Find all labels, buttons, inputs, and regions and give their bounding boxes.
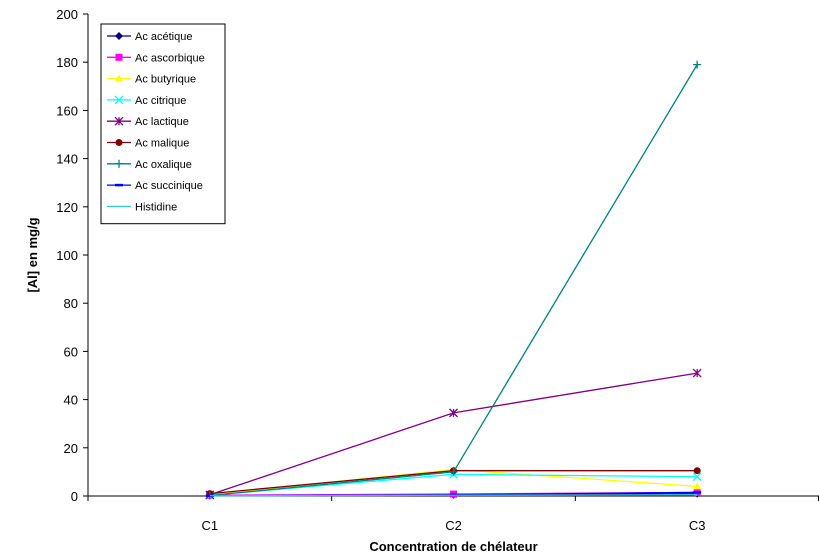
- legend-item: Ac malique: [107, 138, 189, 150]
- legend-item: Histidine: [107, 201, 177, 213]
- data-point-marker: [115, 139, 123, 146]
- y-tick-label: 20: [64, 441, 78, 456]
- y-tick-label: 60: [64, 344, 78, 359]
- data-point-marker: [449, 408, 458, 418]
- series-ac-oxalique: [205, 60, 702, 500]
- x-axis-title: Concentration de chélateur: [369, 539, 537, 554]
- y-axis: 0 20 40 60 80 100 120 140 160 180 200: [56, 7, 89, 504]
- y-tick-label: 140: [56, 152, 78, 167]
- x-tick-label: C3: [689, 518, 706, 533]
- legend-label: Ac citrique: [135, 95, 186, 107]
- y-axis-title: [Al] en mg/g: [25, 217, 40, 292]
- y-tick-label: 80: [64, 296, 78, 311]
- data-point-marker: [115, 32, 123, 40]
- data-point-marker: [115, 74, 123, 82]
- legend-label: Ac ascorbique: [135, 52, 205, 64]
- legend-label: Ac succinique: [135, 180, 203, 192]
- y-tick-label: 40: [64, 393, 78, 408]
- data-point-marker: [692, 472, 702, 482]
- data-point-marker: [692, 368, 702, 378]
- x-axis: C1 C2 C3: [87, 495, 819, 533]
- data-point-marker: [693, 60, 702, 69]
- y-tick-label: 200: [56, 7, 78, 22]
- series-histidine: [209, 494, 698, 497]
- y-tick-label: 180: [56, 55, 78, 70]
- y-tick-label: 0: [71, 489, 78, 504]
- legend-label: Ac oxalique: [135, 159, 192, 171]
- data-point-marker: [449, 467, 458, 476]
- legend-item: Ac butyrique: [107, 74, 196, 86]
- data-point-marker: [114, 116, 124, 126]
- x-tick-label: C2: [445, 518, 462, 533]
- data-point-marker: [693, 467, 701, 475]
- series-line: [209, 494, 698, 497]
- series-ac-lactique: [205, 368, 702, 500]
- legend-label: Ac acétique: [135, 31, 192, 43]
- y-tick-label: 160: [56, 103, 78, 118]
- legend-item: Ac citrique: [107, 95, 186, 107]
- legend-label: Ac malique: [135, 138, 189, 150]
- legend-label: Histidine: [135, 201, 177, 213]
- legend-item: Ac lactique: [107, 116, 189, 128]
- data-point-marker: [693, 482, 702, 490]
- data-point-marker: [115, 159, 123, 168]
- legend-item: Ac oxalique: [107, 159, 192, 171]
- series-line: [209, 64, 698, 497]
- legend-label: Ac lactique: [135, 116, 189, 128]
- data-point-marker: [114, 95, 124, 105]
- legend-item: Ac acétique: [107, 31, 192, 43]
- legend-item: Ac ascorbique: [107, 52, 205, 64]
- series-layer: [205, 60, 702, 500]
- legend: Ac acétique Ac ascorbique Ac butyrique Ac c…: [100, 23, 226, 225]
- y-tick-label: 100: [56, 248, 78, 263]
- legend-label: Ac butyrique: [135, 74, 196, 86]
- legend-item: Ac succinique: [107, 180, 203, 192]
- y-tick-label: 120: [56, 200, 78, 215]
- data-point-marker: [115, 53, 123, 61]
- x-tick-label: C1: [202, 518, 219, 533]
